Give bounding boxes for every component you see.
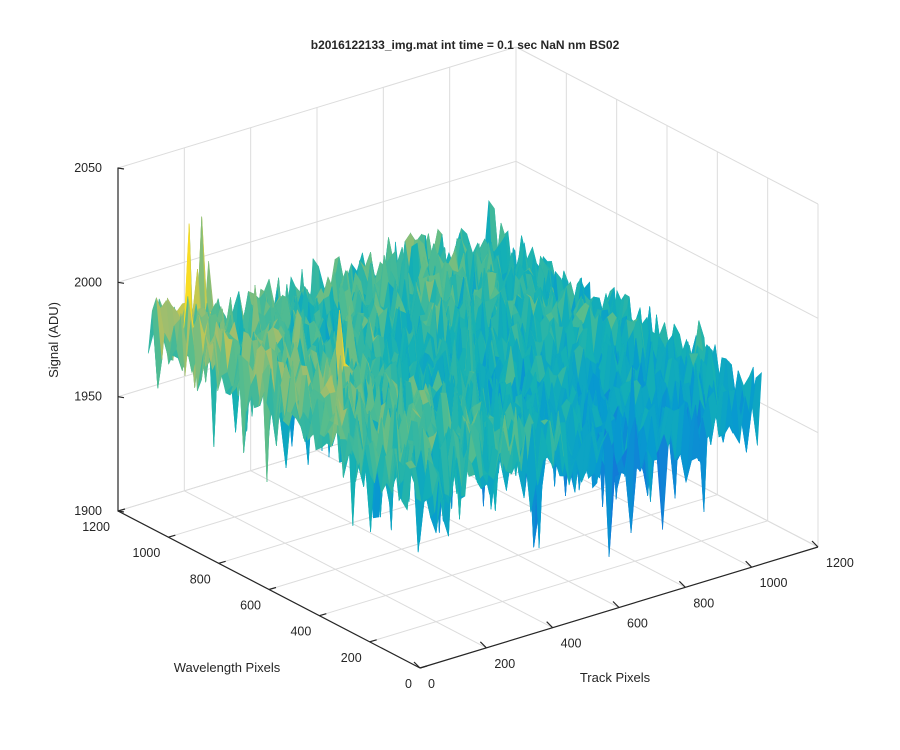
- y-tick-mark: [419, 665, 428, 669]
- z-axis-label: Signal (ADU): [46, 302, 61, 378]
- x-tick-label: 600: [627, 617, 648, 631]
- z-tick-label: 1900: [74, 504, 102, 518]
- z-tick-mark: [117, 396, 125, 399]
- y-tick-label: 400: [290, 625, 311, 639]
- y-tick-mark: [168, 534, 176, 538]
- y-tick-label: 600: [240, 599, 261, 613]
- y-axis-label: Wavelength Pixels: [174, 660, 281, 675]
- y-tick-mark: [218, 560, 226, 564]
- x-axis-label: Track Pixels: [580, 670, 651, 685]
- x-tick-label: 800: [693, 596, 714, 610]
- y-tick-label: 200: [341, 651, 362, 665]
- floor-grid-line: [319, 494, 718, 617]
- side-wall-grid-line: [515, 160, 819, 319]
- z-tick-label: 2000: [74, 275, 102, 289]
- z-tick-mark: [117, 167, 125, 170]
- side-wall-grid-line: [515, 46, 819, 205]
- z-tick-label: 2050: [74, 161, 102, 175]
- x-tick-label: 0: [428, 677, 435, 691]
- y-tick-mark: [369, 639, 377, 643]
- x-tick-label: 1000: [760, 576, 788, 590]
- z-tick-mark: [117, 281, 125, 284]
- floor-grid-line: [369, 520, 768, 643]
- y-tick-label: 800: [190, 572, 211, 586]
- back-wall-grid-line: [117, 160, 517, 283]
- y-tick-mark: [268, 586, 277, 591]
- chart-title: b2016122133_img.mat int time = 0.1 sec N…: [311, 38, 620, 52]
- x-tick-label: 1200: [826, 556, 854, 570]
- x-tick-label: 200: [494, 657, 515, 671]
- y-tick-mark: [319, 613, 327, 617]
- signal-surface: [147, 199, 762, 557]
- back-wall-grid-line: [117, 46, 517, 169]
- y-tick-label: 1200: [82, 520, 110, 534]
- z-tick-label: 1950: [74, 390, 102, 404]
- y-tick-label: 0: [405, 677, 412, 691]
- floor-grid-line: [268, 468, 668, 590]
- surface-patch: [603, 430, 614, 557]
- y-tick-label: 1000: [133, 546, 161, 560]
- x-tick-label: 400: [561, 637, 582, 651]
